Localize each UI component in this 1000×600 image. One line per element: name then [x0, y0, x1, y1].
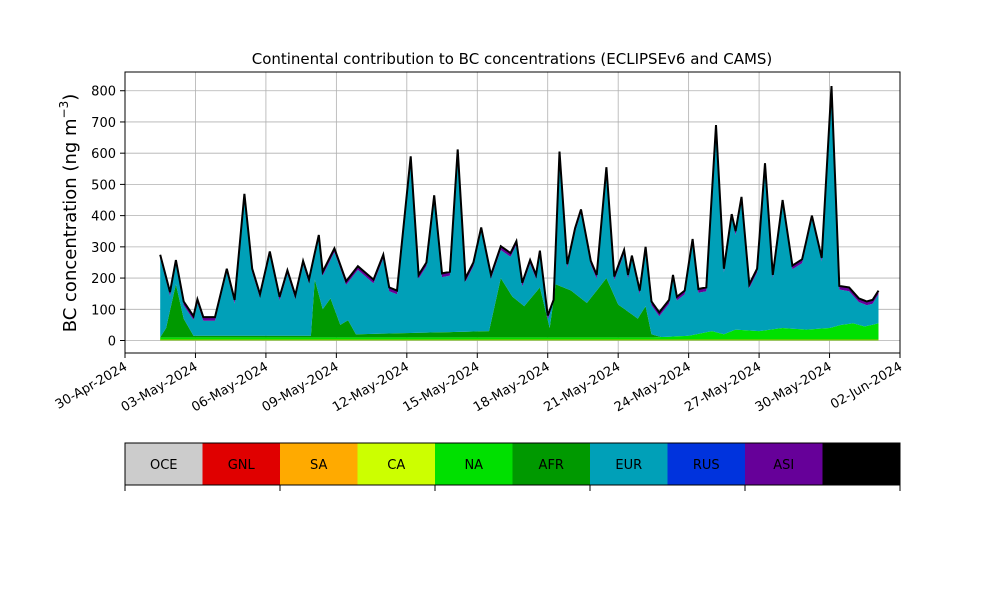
chart-title: Continental contribution to BC concentra…: [252, 50, 773, 68]
legend-swatch-na: [435, 443, 513, 485]
legend-label-gnl: GNL: [228, 458, 256, 473]
legend-swatch-gnl: [202, 443, 280, 485]
y-tick-label: 500: [91, 178, 116, 193]
y-tick-label: 600: [91, 147, 116, 162]
plot-frame: [124, 71, 901, 354]
legend-swatch-afr: [512, 443, 590, 485]
y-tick-label: 400: [91, 210, 116, 225]
legend-colorbar: OCE GNL SA CA NA AFR EUR RUS ASI AUS: [124, 442, 901, 491]
y-axis-label: BC concentration (ng m−3): [57, 94, 81, 333]
y-tick-label: 300: [91, 241, 116, 256]
legend-label-asi: ASI: [773, 458, 794, 473]
legend-label-aus: AUS: [848, 458, 875, 473]
legend-swatch-rus: [667, 443, 745, 485]
legend-swatch-oce: [125, 443, 203, 485]
legend-label-sa: SA: [310, 458, 327, 473]
area-eur: [160, 89, 879, 338]
legend-swatch-sa: [280, 443, 358, 485]
y-tick-label: 200: [91, 272, 116, 287]
legend-swatch-asi: [745, 443, 823, 485]
legend-label-rus: RUS: [693, 458, 720, 473]
y-tick-label: 800: [91, 85, 116, 100]
y-tick-label: 700: [91, 116, 116, 131]
legend-swatch-ca: [357, 443, 435, 485]
y-tick-label: 0: [108, 335, 116, 350]
legend-label-na: NA: [464, 458, 483, 473]
y-axis-label-close: ): [60, 94, 81, 101]
legend-label-oce: OCE: [150, 458, 178, 473]
legend-label-eur: EUR: [615, 458, 642, 473]
y-axis-label-main: BC concentration (ng m: [60, 118, 81, 332]
series-line-total: [159, 86, 880, 319]
legend-swatch-eur: [590, 443, 668, 485]
legend-label-ca: CA: [387, 458, 405, 473]
legend-swatch-aus: [822, 443, 900, 485]
y-axis-label-superscript: −3: [57, 101, 71, 119]
area-afr: [160, 278, 879, 338]
y-tick-label: 100: [91, 303, 116, 318]
legend-label-afr: AFR: [539, 458, 564, 473]
legend-frame: [124, 442, 901, 486]
area-na: [160, 323, 879, 341]
